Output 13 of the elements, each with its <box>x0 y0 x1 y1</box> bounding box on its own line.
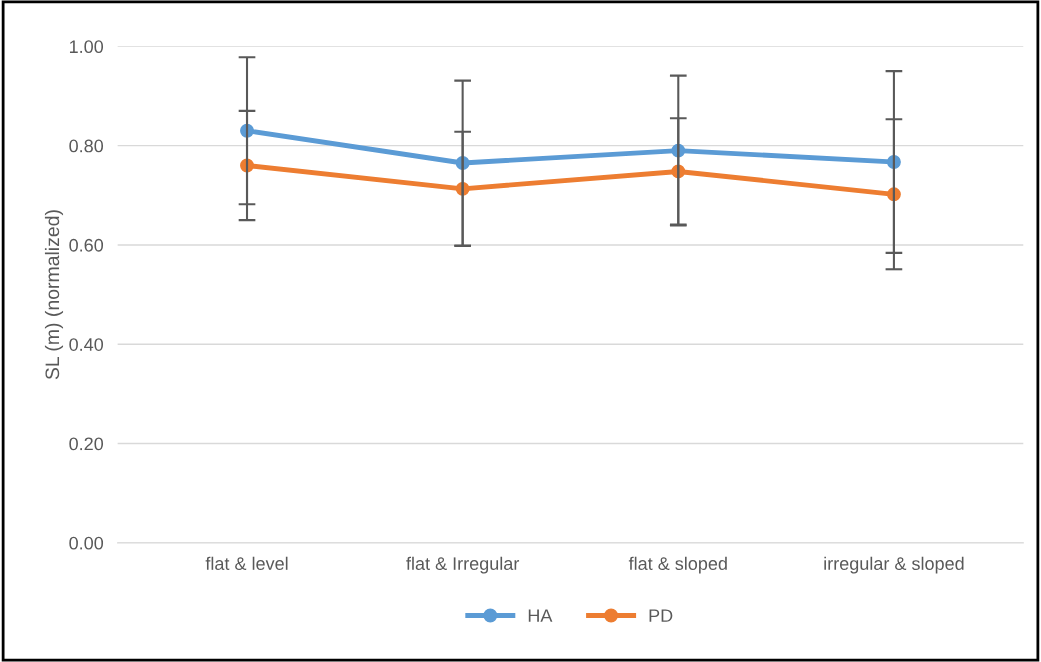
y-axis-title: SL (m) (normalized) <box>44 210 64 380</box>
y-tick-label: 1.00 <box>69 40 104 54</box>
y-tick-label: 0.00 <box>69 536 104 550</box>
legend-label: HA <box>528 609 553 622</box>
x-tick-label: flat & level <box>205 556 288 570</box>
legend-label: PD <box>649 609 673 622</box>
x-tick-label: flat & Irregular <box>406 556 520 574</box>
x-tick-label: flat & sloped <box>628 556 727 574</box>
y-tick-label: 0.60 <box>69 238 104 252</box>
y-tick-label: 0.20 <box>69 437 104 451</box>
y-tick-label: 0.80 <box>69 139 104 153</box>
y-tick-label: 0.40 <box>69 338 104 351</box>
x-tick-label: irregular & sloped <box>824 556 964 574</box>
